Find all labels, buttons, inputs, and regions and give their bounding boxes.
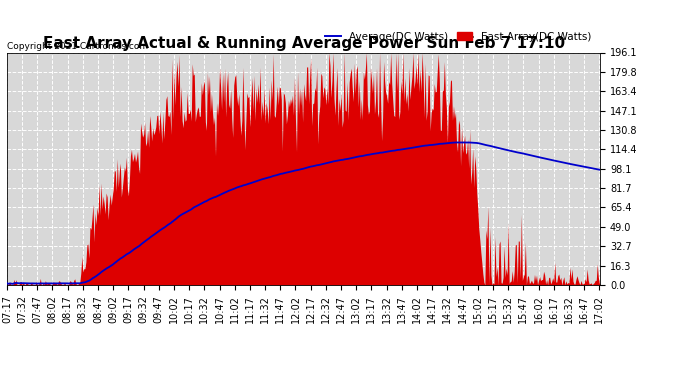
- Text: Copyright 2021 Cartronics.com: Copyright 2021 Cartronics.com: [7, 42, 148, 51]
- Legend: Average(DC Watts), East Array(DC Watts): Average(DC Watts), East Array(DC Watts): [321, 27, 595, 46]
- Title: East Array Actual & Running Average Power Sun Feb 7 17:10: East Array Actual & Running Average Powe…: [43, 36, 564, 51]
